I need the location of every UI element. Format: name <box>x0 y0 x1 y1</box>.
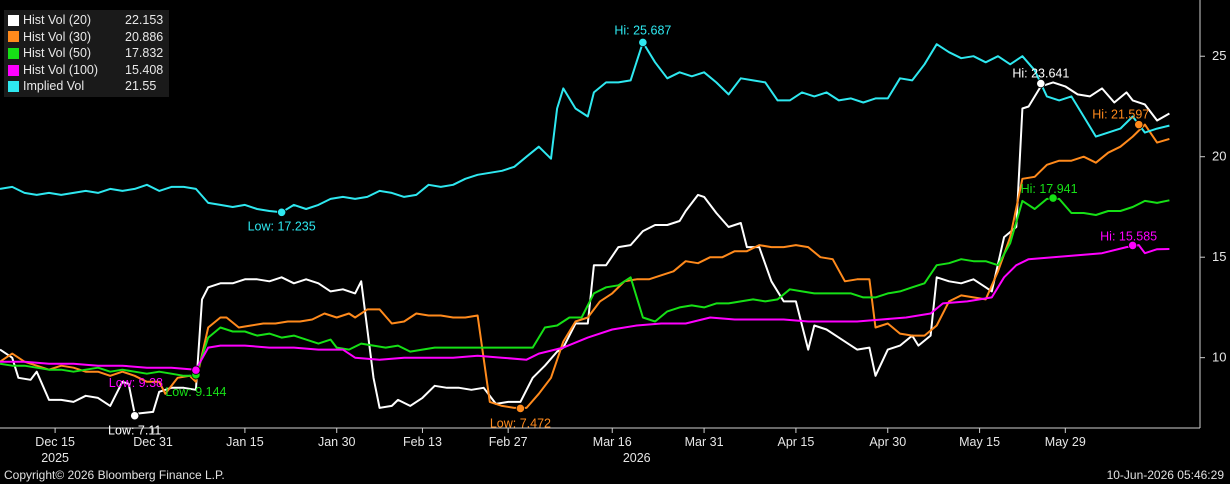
legend-series-name: Hist Vol (100) <box>23 62 99 77</box>
y-tick-label: 20 <box>1212 149 1226 164</box>
annotation-label-hist-vol-30: Hi: 21.597 <box>1092 108 1149 122</box>
chart-annotations: Low: 7.11 Hi: 23.641 Low: 7.472 Hi: 21.597 L… <box>108 23 1157 437</box>
legend-entry: Hist Vol (30) 20.886 <box>8 29 163 46</box>
series-line-hist-vol-50 <box>0 197 1170 377</box>
series-line-hist-vol-30 <box>0 123 1170 409</box>
legend-entry: Hist Vol (100) 15.408 <box>8 62 163 79</box>
annotation-label-implied-vol: Hi: 25.687 <box>614 23 671 37</box>
y-tick-label: 10 <box>1212 350 1226 365</box>
legend-swatch <box>8 47 19 59</box>
annotation-marker-hist-vol-20 <box>130 411 140 421</box>
legend-swatch <box>8 64 19 76</box>
x-tick-label: Jan 30 <box>318 435 356 449</box>
chart-legend: Hist Vol (20) 22.153 Hist Vol (30) 20.886 Hi… <box>4 10 170 97</box>
x-tick-label: Apr 30 <box>869 435 906 449</box>
annotation-label-implied-vol: Low: 17.235 <box>248 219 316 233</box>
annotation-marker-hist-vol-100 <box>191 365 201 375</box>
annotation-marker-hist-vol-30 <box>515 403 526 414</box>
x-tick-label: Jan 15 <box>226 435 264 449</box>
x-tick-label: Dec 31 <box>133 435 173 449</box>
x-tick-label: Apr 15 <box>777 435 814 449</box>
annotation-marker-hist-vol-50 <box>1048 193 1058 203</box>
annotation-label-hist-vol-50: Hi: 17.941 <box>1021 182 1078 196</box>
legend-series-value: 15.408 <box>125 62 164 77</box>
annotation-marker-hist-vol-100 <box>1128 240 1138 251</box>
annotation-label-hist-vol-20: Low: 7.11 <box>108 424 161 438</box>
legend-entry: Hist Vol (20) 22.153 <box>8 12 163 29</box>
x-tick-label: May 15 <box>959 435 1000 449</box>
annotation-label-hist-vol-50: Low: 9.144 <box>165 385 226 399</box>
legend-series-name: Hist Vol (30) <box>23 29 92 44</box>
x-tick-label: Feb 13 <box>403 435 442 449</box>
legend-entry: Hist Vol (50) 17.832 <box>8 45 163 62</box>
x-year-label: 2026 <box>623 451 651 465</box>
legend-series-name: Hist Vol (50) <box>23 46 92 61</box>
x-tick-label: Mar 16 <box>593 435 632 449</box>
x-tick-label: Mar 31 <box>685 435 724 449</box>
timestamp-text: 10-Jun-2026 05:46:29 <box>1106 468 1224 482</box>
series-line-hist-vol-100 <box>0 244 1170 371</box>
annotation-marker-implied-vol <box>638 37 648 48</box>
y-tick-label: 15 <box>1212 249 1226 264</box>
legend-series-name: Implied Vol <box>23 79 85 94</box>
x-year-label: 2025 <box>41 451 69 465</box>
annotation-marker-hist-vol-30 <box>1134 120 1144 130</box>
legend-series-value: 20.886 <box>125 29 164 44</box>
legend-series-name: Hist Vol (20) <box>23 13 92 27</box>
legend-swatch <box>8 81 19 93</box>
legend-series-value: 21.55 <box>125 79 157 94</box>
y-tick-label: 25 <box>1212 48 1226 63</box>
annotation-label-hist-vol-20: Hi: 23.641 <box>1012 67 1069 81</box>
legend-swatch <box>8 14 19 26</box>
legend-series-value: 22.153 <box>125 13 164 27</box>
x-tick-label: Dec 15 <box>35 435 75 449</box>
annotation-label-hist-vol-100: Hi: 15.585 <box>1100 229 1157 243</box>
annotation-marker-implied-vol <box>277 207 287 217</box>
x-tick-label: May 29 <box>1045 435 1086 449</box>
x-tick-label: Feb 27 <box>489 435 528 449</box>
annotation-label-hist-vol-100: Low: 9.38 <box>109 376 163 390</box>
legend-series-value: 17.832 <box>125 46 164 61</box>
legend-swatch <box>8 31 19 43</box>
annotation-marker-hist-vol-20 <box>1036 78 1046 89</box>
chart-series-lines <box>0 41 1170 415</box>
annotation-label-hist-vol-30: Low: 7.472 <box>490 416 551 430</box>
series-line-implied-vol <box>0 41 1170 214</box>
legend-entry: Implied Vol 21.55 <box>8 78 163 95</box>
copyright-text: Copyright© 2026 Bloomberg Finance L.P. <box>4 468 225 482</box>
series-line-hist-vol-20 <box>0 81 1170 415</box>
